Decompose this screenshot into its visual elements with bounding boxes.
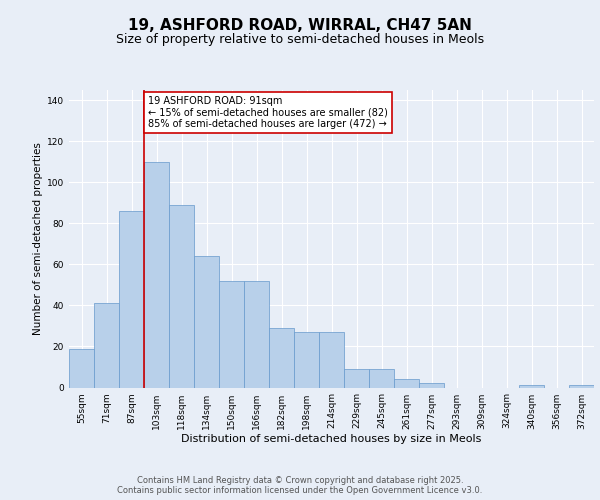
Bar — [294, 332, 319, 388]
Bar — [394, 380, 419, 388]
Text: Contains HM Land Registry data © Crown copyright and database right 2025.
Contai: Contains HM Land Registry data © Crown c… — [118, 476, 482, 495]
Bar — [119, 211, 144, 388]
Text: 19 ASHFORD ROAD: 91sqm
← 15% of semi-detached houses are smaller (82)
85% of sem: 19 ASHFORD ROAD: 91sqm ← 15% of semi-det… — [148, 96, 388, 130]
Bar — [144, 162, 169, 388]
Bar — [69, 348, 94, 388]
Bar — [94, 304, 119, 388]
Text: Size of property relative to semi-detached houses in Meols: Size of property relative to semi-detach… — [116, 32, 484, 46]
Bar — [569, 386, 594, 388]
Y-axis label: Number of semi-detached properties: Number of semi-detached properties — [33, 142, 43, 335]
Bar — [369, 369, 394, 388]
X-axis label: Distribution of semi-detached houses by size in Meols: Distribution of semi-detached houses by … — [181, 434, 482, 444]
Text: 19, ASHFORD ROAD, WIRRAL, CH47 5AN: 19, ASHFORD ROAD, WIRRAL, CH47 5AN — [128, 18, 472, 32]
Bar — [419, 384, 444, 388]
Bar — [519, 386, 544, 388]
Bar — [219, 281, 244, 388]
Bar — [319, 332, 344, 388]
Bar — [344, 369, 369, 388]
Bar — [244, 281, 269, 388]
Bar — [169, 205, 194, 388]
Bar — [194, 256, 219, 388]
Bar — [269, 328, 294, 388]
